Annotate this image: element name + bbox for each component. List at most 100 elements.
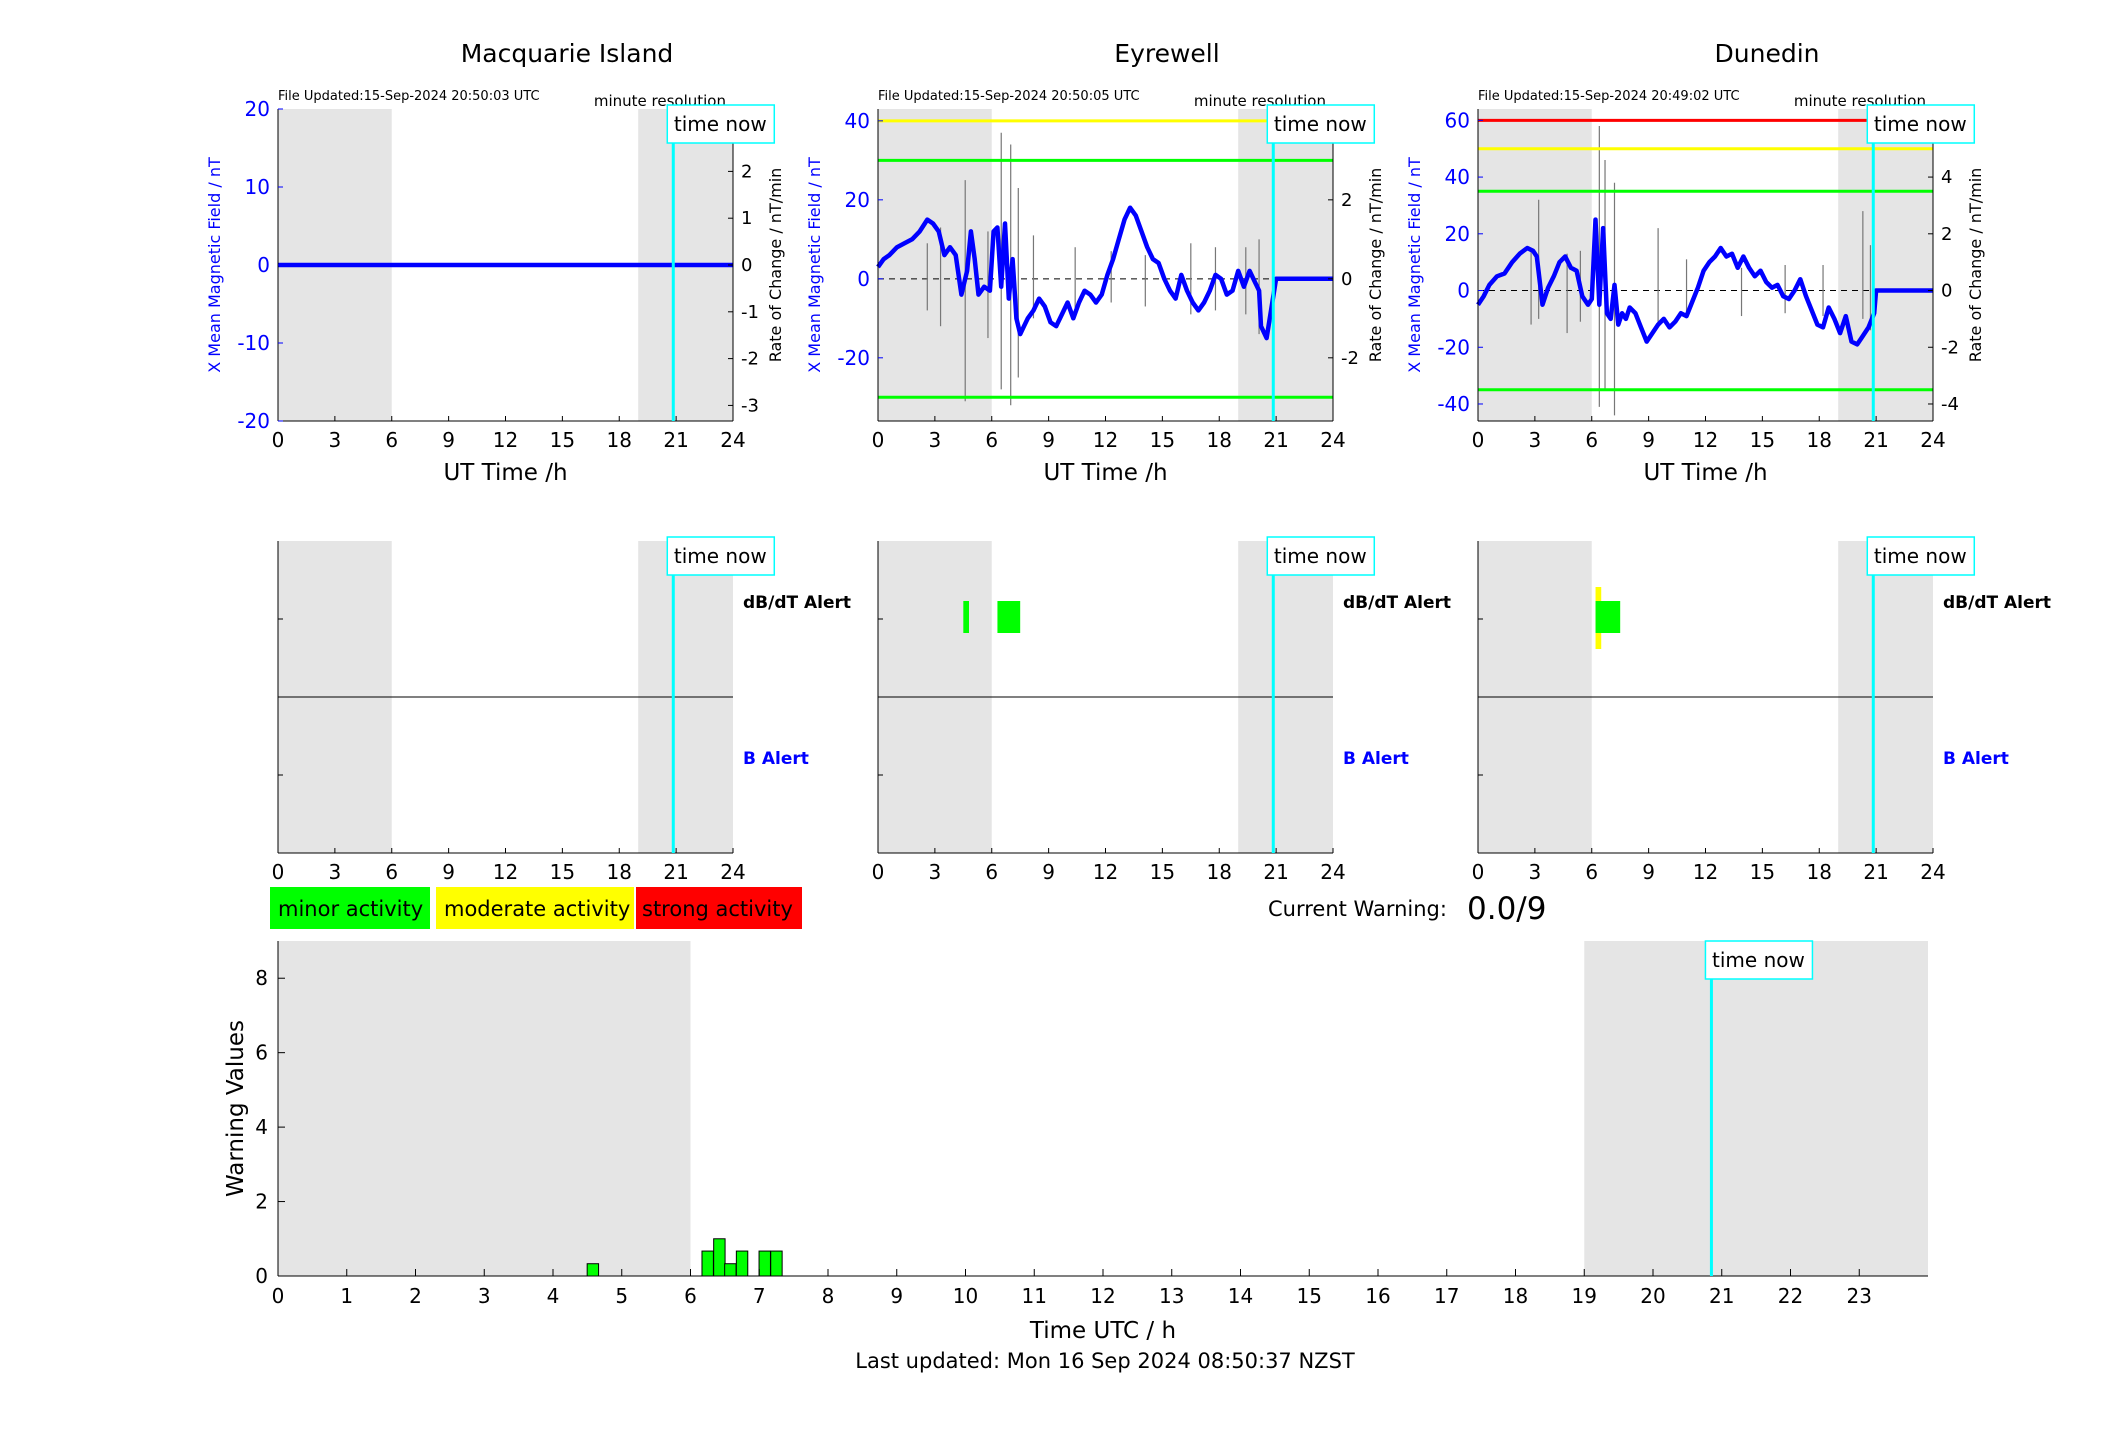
warning-bar	[735, 1250, 749, 1277]
x-tick-label: 6	[985, 860, 998, 884]
warning-bar	[586, 1263, 600, 1277]
x-axis-label: UT Time /h	[1043, 460, 1167, 486]
x-tick-label: 21	[663, 428, 688, 452]
y-tick-label: 2	[255, 1190, 268, 1214]
time-now-box	[1866, 536, 1976, 576]
x-tick-label: 3	[329, 860, 342, 884]
y2-tick-label: 2	[1341, 190, 1352, 211]
y2-tick-label: -2	[1341, 348, 1359, 369]
time-now-label: time now	[1274, 112, 1367, 136]
time-now-box	[1266, 104, 1376, 144]
b-alert-label: B Alert	[1343, 749, 1409, 769]
x-tick-label: 0	[872, 428, 885, 452]
time-now-box	[666, 104, 776, 144]
x-tick-label: 22	[1778, 1284, 1803, 1308]
x-tick-label: 6	[1585, 860, 1598, 884]
activity-legend: minor activity moderate activity strong …	[270, 887, 802, 929]
x-tick-label: 7	[753, 1284, 766, 1308]
night-band	[1478, 109, 1592, 421]
x-tick-label: 0	[1472, 860, 1485, 884]
legend-strong-label: strong activity	[642, 897, 793, 921]
x-tick-label: 6	[1585, 428, 1598, 452]
alert-chart-macquarie: 0 3 6 9 12 15 18 21 24 dB/dT Alert B Alert time now	[272, 536, 851, 884]
x-tick-label: 0	[272, 860, 285, 884]
chart-title-macquarie: Macquarie Island	[461, 39, 674, 68]
y2-tick-label: -4	[1941, 394, 1959, 415]
x-tick-label: 15	[1150, 860, 1175, 884]
y-axis-label: X Mean Magnetic Field / nT	[205, 157, 224, 373]
x-tick-label: 18	[1503, 1284, 1528, 1308]
x-tick-label: 15	[1297, 1284, 1322, 1308]
warning-bar	[770, 1250, 783, 1277]
y-tick-label: 40	[845, 109, 870, 133]
time-now-box	[1866, 104, 1976, 144]
time-now-box	[1704, 940, 1814, 980]
x-tick-label: 6	[684, 1284, 697, 1308]
magnetic-field-series	[876, 205, 1333, 341]
y-tick-label: 0	[1457, 279, 1470, 303]
y-tick-label: -40	[1437, 392, 1470, 416]
x-axis-label: Time UTC / h	[1029, 1318, 1176, 1344]
y2-tick-label: 1	[741, 208, 752, 229]
y2-tick-label: 4	[1941, 167, 1952, 188]
b-alert-label: B Alert	[1943, 749, 2009, 769]
last-updated: Last updated: Mon 16 Sep 2024 08:50:37 N…	[855, 1349, 1355, 1373]
x-tick-label: 12	[1093, 428, 1118, 452]
y2-axis-label: Rate of Change / nT/min	[1366, 168, 1385, 363]
x-tick-label: 5	[615, 1284, 628, 1308]
warning-bar	[701, 1250, 714, 1277]
x-tick-label: 24	[1320, 860, 1345, 884]
x-tick-label: 6	[385, 428, 398, 452]
x-tick-label: 21	[1863, 860, 1888, 884]
y-tick-label: 8	[255, 966, 268, 990]
chart-title-dunedin: Dunedin	[1715, 39, 1820, 68]
x-tick-label: 13	[1159, 1284, 1184, 1308]
y-tick-label: 60	[1445, 108, 1470, 132]
y2-tick-label: -1	[741, 302, 759, 323]
x-tick-label: 20	[1640, 1284, 1665, 1308]
y2-tick-label: 0	[1341, 269, 1352, 290]
x-tick-label: 0	[272, 428, 285, 452]
y2-tick-label: 0	[1941, 281, 1952, 302]
x-tick-label: 9	[890, 1284, 903, 1308]
x-tick-label: 3	[478, 1284, 491, 1308]
y-tick-label: 0	[857, 267, 870, 291]
y-tick-label: -20	[1437, 335, 1470, 359]
alert-chart-dunedin: 0 3 6 9 12 15 18 21 24 dB/dT Alert B Alert time now	[1472, 536, 2051, 884]
x-tick-label: 3	[1529, 428, 1542, 452]
y-tick-label: 0	[257, 253, 270, 277]
x-tick-label: 8	[822, 1284, 835, 1308]
x-tick-label: 19	[1572, 1284, 1597, 1308]
dbdt-alert-label: dB/dT Alert	[1343, 593, 1451, 613]
x-tick-label: 18	[1207, 428, 1232, 452]
x-axis-label: UT Time /h	[1643, 460, 1767, 486]
x-tick-label: 12	[1093, 860, 1118, 884]
x-tick-label: 4	[547, 1284, 560, 1308]
legend-moderate-label: moderate activity	[444, 897, 630, 921]
x-tick-label: 6	[985, 428, 998, 452]
x-tick-label: 21	[1863, 428, 1888, 452]
x-tick-label: 9	[442, 428, 455, 452]
y-tick-label: 0	[255, 1264, 268, 1288]
warning-values-chart: 0 1 2 3 4 5 6 7 8 9 10 11 12 13 14 15 16 17 18 19 20 21 22 2302…	[223, 940, 1928, 1344]
y-axis-label: Warning Values	[223, 1020, 249, 1197]
x-tick-label: 1	[340, 1284, 353, 1308]
time-now-label: time now	[1874, 544, 1967, 568]
x-tick-label: 18	[1807, 860, 1832, 884]
y2-tick-label: -2	[1941, 337, 1959, 358]
x-tick-label: 12	[493, 428, 518, 452]
x-tick-label: 21	[1263, 428, 1288, 452]
x-tick-label: 9	[1642, 860, 1655, 884]
x-tick-label: 24	[1920, 428, 1945, 452]
x-tick-label: 10	[953, 1284, 978, 1308]
y2-tick-label: 2	[741, 161, 752, 182]
y-axis-label: X Mean Magnetic Field / nT	[805, 157, 824, 373]
file-updated-eyrewell: File Updated:15-Sep-2024 20:50:05 UTC	[878, 89, 1140, 104]
x-tick-label: 15	[550, 428, 575, 452]
y-tick-label: 20	[1445, 222, 1470, 246]
x-tick-label: 21	[1263, 860, 1288, 884]
time-now-label: time now	[1874, 112, 1967, 136]
x-tick-label: 12	[1090, 1284, 1115, 1308]
